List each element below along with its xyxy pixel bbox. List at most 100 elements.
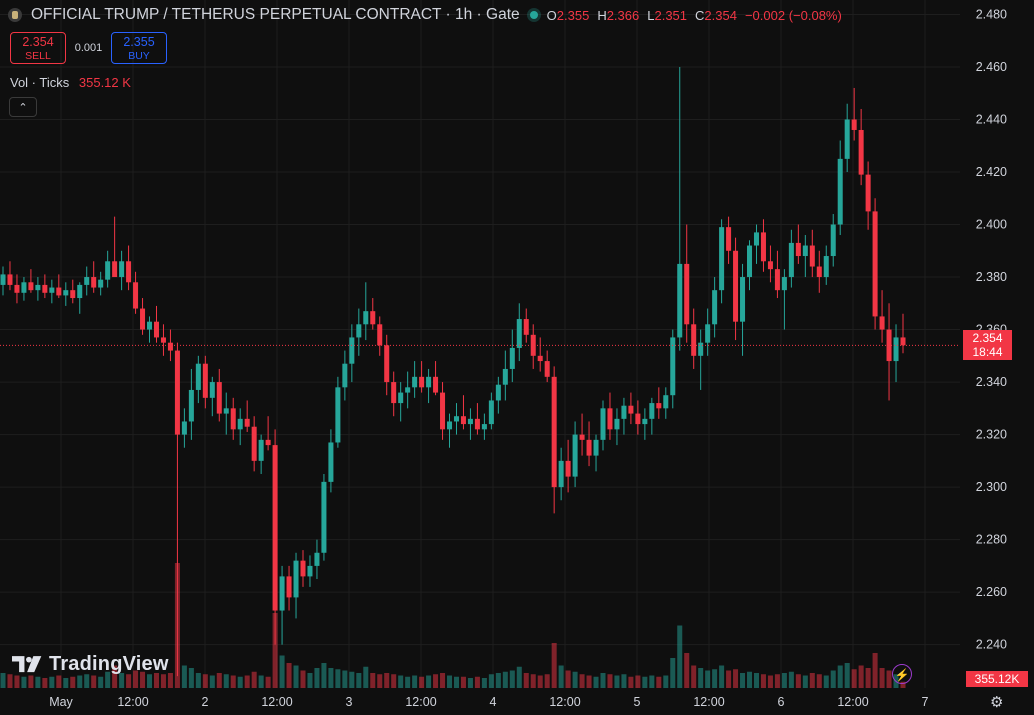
- candle-body: [572, 434, 578, 477]
- volume-bar: [802, 675, 808, 688]
- volume-bar: [188, 668, 194, 688]
- brand-name: TradingView: [49, 653, 169, 675]
- volume-bar: [579, 674, 585, 688]
- candle-body: [328, 442, 334, 482]
- candle-body: [321, 481, 327, 553]
- candle-body: [426, 376, 432, 388]
- candle-body: [258, 439, 264, 461]
- candle-body: [523, 319, 529, 335]
- candle-body: [105, 261, 111, 280]
- volume-bar: [614, 675, 620, 688]
- volume-bar: [593, 676, 599, 688]
- tradingview-logo-icon: [12, 655, 42, 672]
- candle-body: [70, 290, 76, 299]
- price-tick-label: 2.280: [976, 533, 1007, 547]
- volume-bar: [105, 671, 111, 688]
- time-tick-label: 12:00: [405, 695, 436, 709]
- candle-body: [440, 392, 446, 430]
- volume-bar: [495, 673, 501, 688]
- candle-body: [816, 266, 822, 278]
- candle-body: [363, 311, 369, 325]
- candle-body: [167, 342, 173, 351]
- buy-button[interactable]: 2.355 BUY: [111, 32, 167, 64]
- candle-body: [851, 119, 857, 130]
- volume-bar: [537, 675, 543, 688]
- candle-body: [705, 324, 711, 343]
- volume-bar: [307, 673, 313, 688]
- volume-bar: [726, 670, 732, 688]
- candle-body: [551, 376, 557, 488]
- candle-body: [635, 413, 641, 425]
- volume-bar: [635, 675, 641, 688]
- volume-bar: [181, 665, 187, 688]
- volume-bar: [209, 675, 215, 688]
- volume-bar: [140, 671, 146, 688]
- volume-bar: [607, 674, 613, 688]
- volume-bar: [586, 675, 592, 688]
- candle-body: [698, 342, 704, 356]
- candle-body: [160, 337, 166, 343]
- time-tick-label: 12:00: [693, 695, 724, 709]
- volume-bar: [377, 674, 383, 688]
- volume-bar: [384, 673, 390, 688]
- candle-body: [181, 421, 187, 435]
- volume-bar: [649, 675, 655, 688]
- volume-bar: [760, 674, 766, 688]
- volume-bar: [433, 674, 439, 688]
- candle-body: [628, 405, 634, 414]
- candle-body: [719, 227, 725, 291]
- candle-body: [112, 261, 118, 278]
- volume-bar: [600, 673, 606, 688]
- volume-bar: [370, 673, 376, 688]
- time-tick-label: 4: [490, 695, 497, 709]
- candle-body: [753, 232, 759, 246]
- candle-body: [293, 560, 299, 598]
- volume-bar: [56, 675, 62, 688]
- collapse-legend-button[interactable]: ⌃: [9, 97, 37, 117]
- volume-bar: [335, 669, 341, 688]
- candle-body: [251, 426, 257, 461]
- volume-bar: [251, 671, 257, 688]
- candle-body: [802, 245, 808, 257]
- candle-body: [84, 277, 90, 285]
- volume-bar: [837, 665, 843, 688]
- candle-body: [691, 324, 697, 356]
- volume-bar: [426, 675, 432, 688]
- chevron-up-icon: ⌃: [18, 101, 28, 114]
- volume-bar: [740, 673, 746, 688]
- candle-body: [447, 421, 453, 430]
- symbol-title[interactable]: OFFICIAL TRUMP / TETHERUS PERPETUAL CONT…: [31, 6, 520, 23]
- time-axis[interactable]: May 12:00 2 12:00 3 12:00 4 12:00 5 12:00 6 12:00 7: [49, 695, 928, 709]
- volume-bar: [195, 673, 201, 688]
- tradingview-logo[interactable]: TradingView: [12, 653, 169, 676]
- candle-body: [126, 261, 132, 283]
- volume-bar: [91, 675, 97, 688]
- candle-body: [565, 460, 571, 477]
- candle-body: [98, 279, 104, 288]
- price-axis[interactable]: 2.4802.4602.4402.4202.4002.3802.3602.340…: [976, 7, 1007, 651]
- lightning-icon[interactable]: ⚡: [892, 664, 912, 684]
- candle-body: [467, 418, 473, 425]
- time-tick-label: 12:00: [549, 695, 580, 709]
- candle-body: [607, 408, 613, 430]
- volume-bar: [98, 676, 104, 688]
- candle-body: [621, 405, 627, 419]
- volume-bar: [349, 671, 355, 688]
- sell-button[interactable]: 2.354 SELL: [10, 32, 66, 64]
- volume-bar: [133, 670, 139, 688]
- candle-body: [726, 227, 732, 251]
- current-price-label: 2.354 18:44: [963, 330, 1012, 360]
- candle-body: [244, 418, 250, 427]
- candle-body: [419, 376, 425, 388]
- volume-bar: [453, 676, 459, 688]
- volume-bar: [153, 673, 159, 688]
- candle-body: [642, 418, 648, 425]
- candle-body: [740, 277, 746, 322]
- volume-indicator-legend[interactable]: Vol · Ticks 355.12 K: [10, 75, 131, 90]
- candle-body: [342, 363, 348, 388]
- price-tick-label: 2.380: [976, 270, 1007, 284]
- gear-icon[interactable]: ⚙: [990, 694, 1004, 711]
- chart-grid: [0, 0, 960, 688]
- volume-bar: [419, 676, 425, 688]
